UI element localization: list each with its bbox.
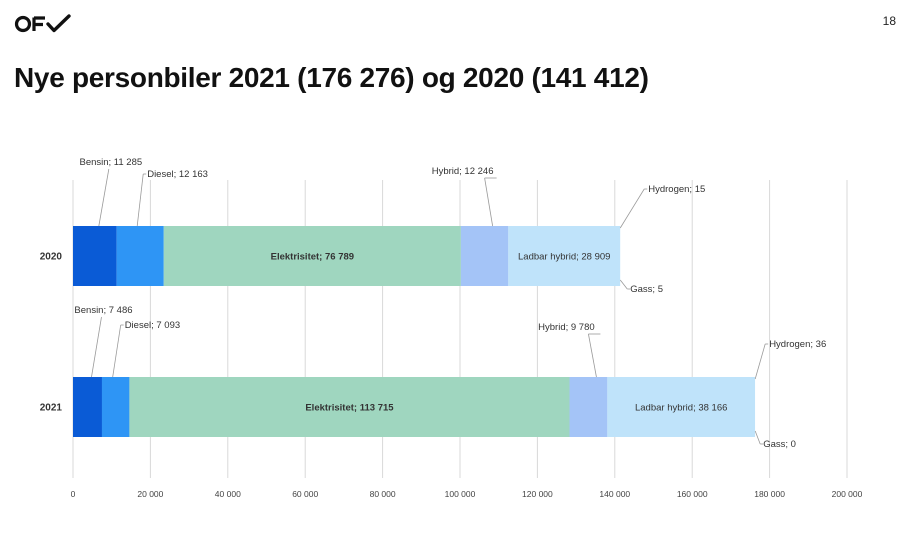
leader-line (754, 343, 766, 380)
label-leader-lines (91, 168, 769, 445)
data-label: Diesel; 12 163 (147, 169, 208, 180)
data-label: Elektrisitet; 113 715 (305, 403, 394, 414)
data-label: Bensin; 11 285 (79, 157, 142, 168)
x-axis-tick-labels: 0 20 000 40 000 60 000 80 000 100 000 120 000 1… (71, 489, 863, 499)
bar-segment-ladbar-hybrid (508, 226, 621, 286)
leader-line (98, 168, 110, 227)
bar-segments (73, 226, 756, 437)
x-tick-label: 180 000 (754, 489, 785, 499)
bar-segment-elektrisitet (129, 377, 570, 437)
x-tick-label: 120 000 (522, 489, 553, 499)
bar-segment-diesel (116, 226, 164, 286)
data-label: Hybrid; 9 780 (538, 322, 595, 333)
leader-line (91, 316, 102, 378)
data-label: Ladbar hybrid; 38 166 (635, 403, 727, 414)
slide-number: 18 (882, 14, 896, 28)
leader-line (754, 430, 761, 445)
leader-line (112, 324, 122, 378)
data-label: Bensin; 7 486 (74, 305, 132, 316)
data-label: Gass; 5 (630, 284, 663, 295)
data-label: Ladbar hybrid; 28 909 (518, 252, 610, 263)
data-label: Hydrogen; 36 (769, 339, 826, 350)
page-title: Nye personbiler 2021 (176 276) og 2020 (… (14, 62, 649, 93)
data-label: Elektrisitet; 76 789 (271, 252, 354, 263)
x-tick-label: 40 000 (215, 489, 241, 499)
y-axis-category-labels: 2020 2021 (40, 252, 63, 414)
ofv-logo-icon (14, 14, 71, 33)
bar-segment-ladbar-hybrid (607, 377, 756, 437)
category-label: 2020 (40, 252, 63, 263)
bar-segment-elektrisitet (163, 226, 461, 286)
data-label: Hydrogen; 15 (648, 184, 705, 195)
x-tick-label: 200 000 (832, 489, 863, 499)
bar-segment-hybrid (460, 226, 509, 286)
leader-line (484, 177, 494, 227)
data-label: Hybrid; 12 246 (432, 166, 494, 177)
data-labels: Bensin; 11 285 Diesel; 12 163 Elektrisitet… (74, 157, 826, 450)
data-label: Gass; 0 (763, 439, 796, 450)
x-tick-label: 100 000 (445, 489, 476, 499)
x-tick-label: 160 000 (677, 489, 708, 499)
leader-line (619, 188, 645, 229)
x-tick-label: 140 000 (599, 489, 630, 499)
x-tick-label: 80 000 (370, 489, 396, 499)
x-tick-label: 0 (71, 489, 76, 499)
data-label: Diesel; 7 093 (125, 320, 180, 331)
bar-segment-diesel (101, 377, 130, 437)
leader-line (588, 333, 597, 378)
bar-segment-bensin (73, 377, 102, 437)
bar-segment-hybrid (569, 377, 608, 437)
category-label: 2021 (40, 403, 63, 414)
leader-line (619, 279, 628, 290)
ofv-logo (14, 13, 72, 40)
leader-line (136, 173, 144, 227)
x-tick-label: 20 000 (137, 489, 163, 499)
x-tick-label: 60 000 (292, 489, 318, 499)
bar-segment-bensin (73, 226, 117, 286)
